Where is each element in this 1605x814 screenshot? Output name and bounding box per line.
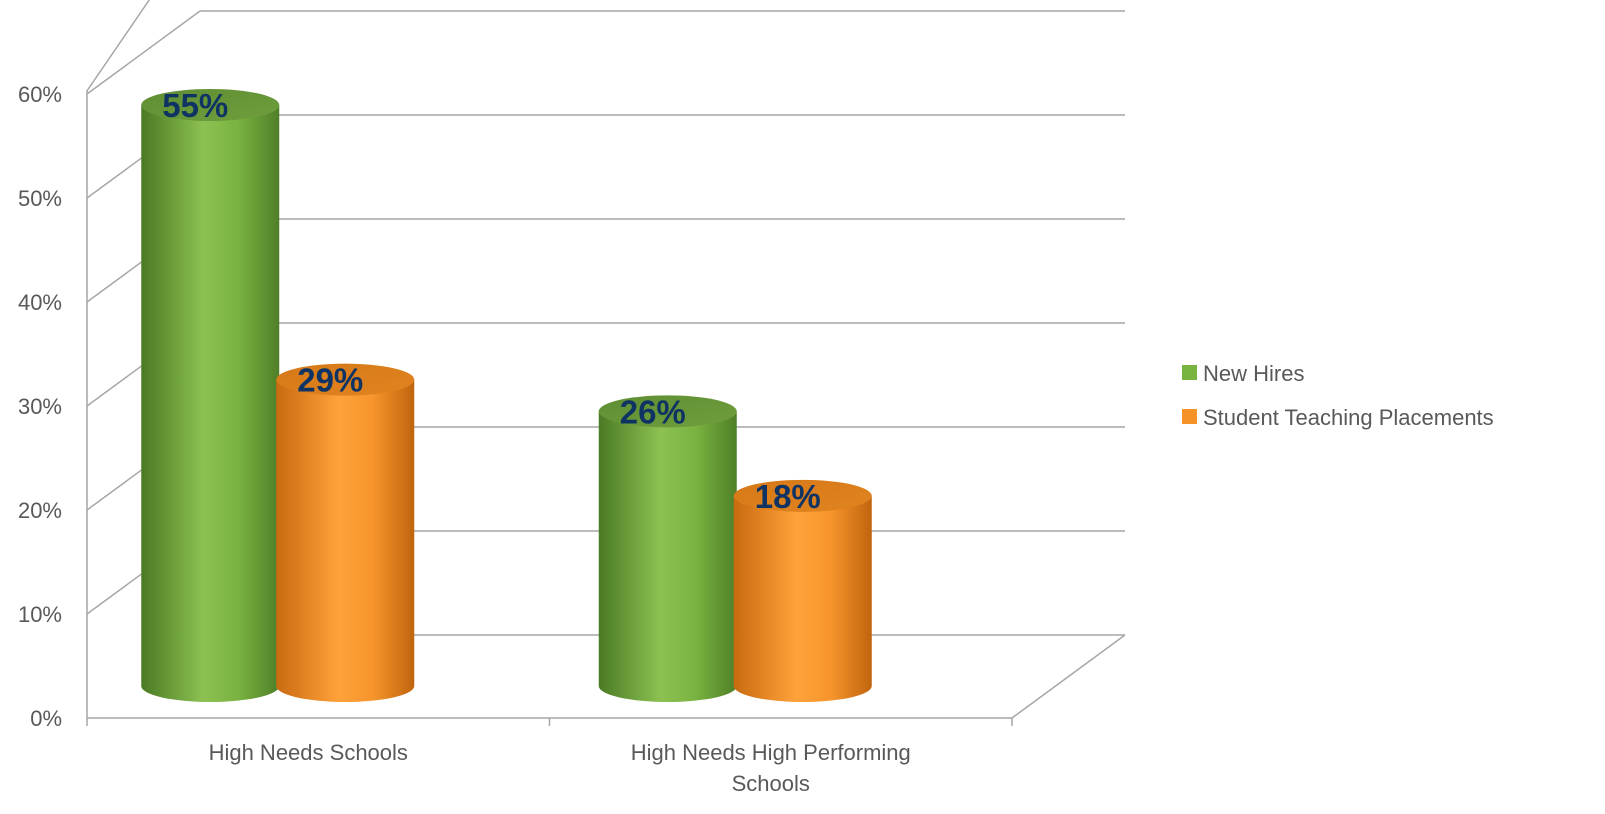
data-label: 18% bbox=[755, 478, 821, 515]
data-labels: 55% 26% 29% 18% bbox=[162, 87, 821, 515]
axes: 0% 10% 20% 30% 40% 50% 60% High Needs Schools Hi… bbox=[18, 82, 1126, 796]
bar-cap bbox=[733, 479, 872, 512]
bar-cap bbox=[598, 395, 737, 428]
legend-swatch bbox=[1182, 409, 1197, 424]
legend: New Hires Student Teaching Placements bbox=[1182, 361, 1494, 430]
floor-edge bbox=[1011, 634, 1126, 719]
gridline-diagonal bbox=[86, 0, 151, 92]
y-tick-label: 20% bbox=[18, 498, 62, 523]
gridline-diagonal bbox=[86, 10, 201, 95]
legend-label: Student Teaching Placements bbox=[1203, 405, 1494, 430]
x-tick-label: Schools bbox=[732, 771, 810, 796]
y-tick-label: 10% bbox=[18, 602, 62, 627]
data-label: 55% bbox=[162, 87, 228, 124]
y-tick-label: 30% bbox=[18, 394, 62, 419]
y-tick-label: 40% bbox=[18, 290, 62, 315]
bar-0-0 bbox=[141, 105, 280, 702]
y-tick-label: 50% bbox=[18, 186, 62, 211]
x-tick-label: High Needs Schools bbox=[209, 740, 408, 765]
bar-1-1 bbox=[733, 495, 872, 702]
bar-cap bbox=[141, 89, 280, 121]
y-tick-label: 0% bbox=[30, 706, 62, 731]
bar-cap bbox=[276, 363, 415, 396]
y-tick-label: 60% bbox=[18, 82, 62, 107]
x-tick-label: High Needs High Performing bbox=[631, 740, 911, 765]
legend-swatch bbox=[1182, 365, 1197, 380]
bars bbox=[141, 89, 872, 702]
bar-0-1 bbox=[598, 411, 737, 702]
data-label: 26% bbox=[620, 393, 686, 430]
bar-1-0 bbox=[276, 379, 415, 702]
legend-label: New Hires bbox=[1203, 361, 1304, 386]
data-label: 29% bbox=[297, 362, 363, 399]
